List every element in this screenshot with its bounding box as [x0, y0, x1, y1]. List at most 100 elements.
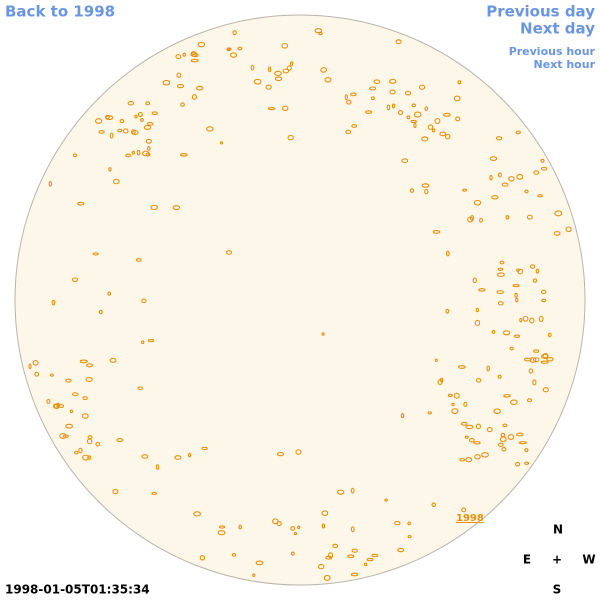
spot [386, 104, 391, 111]
spot [432, 229, 441, 234]
spot [191, 94, 198, 100]
spot [404, 90, 412, 96]
spot [486, 427, 493, 433]
back-link[interactable]: Back to 1998 [5, 3, 115, 21]
spot [410, 119, 417, 124]
compass-west: W [582, 553, 595, 567]
spot [526, 214, 533, 220]
spot [434, 358, 438, 363]
previous-day-link[interactable]: Previous day [486, 3, 595, 21]
year-link[interactable]: 1998 [456, 513, 484, 524]
spot [87, 455, 92, 461]
spot [513, 334, 521, 338]
spot [155, 464, 160, 470]
spot [502, 330, 511, 336]
spot [195, 85, 204, 91]
spot [529, 317, 535, 324]
magnetic-regions [28, 28, 572, 581]
spot [473, 199, 482, 206]
spot [421, 183, 430, 188]
spot [419, 84, 426, 90]
spot [459, 458, 466, 462]
spot [475, 423, 481, 430]
spot [350, 92, 357, 97]
spot [295, 449, 302, 455]
spot [108, 167, 112, 172]
spot [565, 226, 572, 233]
spot [524, 189, 529, 194]
spot [462, 188, 468, 192]
spot [274, 76, 283, 82]
spot [464, 435, 469, 439]
spot [501, 447, 507, 452]
spot [131, 150, 136, 155]
spot [162, 79, 171, 86]
spot [407, 521, 411, 526]
spot [384, 498, 388, 502]
spot [328, 552, 334, 559]
spot [554, 210, 563, 217]
spot [350, 572, 359, 577]
spot [71, 392, 79, 397]
spot [519, 317, 523, 323]
spot [276, 521, 282, 527]
spot [489, 156, 498, 161]
spot [529, 264, 536, 269]
spot [514, 461, 521, 467]
spot [497, 267, 504, 271]
spot [336, 489, 345, 495]
spot [351, 124, 358, 128]
spot [193, 511, 201, 517]
spot [473, 441, 481, 445]
spot [281, 42, 289, 49]
spot [141, 340, 145, 345]
spot [116, 438, 124, 443]
spot [146, 146, 151, 151]
spot [373, 79, 381, 85]
spot [400, 413, 405, 419]
spot [59, 432, 67, 439]
spot [442, 112, 451, 117]
spot [52, 403, 59, 409]
spot [509, 346, 514, 351]
spot [465, 456, 473, 463]
spot [268, 66, 272, 73]
spot [495, 136, 503, 141]
spot [522, 315, 529, 322]
spot [176, 72, 182, 78]
next-day-link[interactable]: Next day [520, 20, 595, 38]
spot [489, 175, 493, 181]
next-hour-link[interactable]: Next hour [534, 58, 596, 71]
spot [526, 398, 533, 403]
spot [434, 118, 441, 124]
spot [82, 396, 88, 401]
spot [122, 128, 129, 134]
spot [474, 319, 481, 326]
spot [499, 260, 505, 265]
spot [518, 441, 527, 445]
spot [135, 258, 142, 262]
spot [282, 68, 290, 74]
spot [274, 70, 282, 76]
spot [136, 149, 141, 156]
spot [226, 250, 233, 255]
spot [421, 136, 429, 142]
spot [427, 411, 432, 415]
previous-hour-link[interactable]: Previous hour [509, 45, 596, 58]
spot [179, 153, 188, 157]
spot [431, 502, 437, 508]
compass-north: N [553, 523, 563, 537]
spot [151, 491, 158, 496]
spot [480, 452, 489, 458]
spot [321, 332, 325, 336]
spot [231, 552, 237, 557]
spot [514, 292, 518, 298]
spot [532, 278, 538, 283]
spot [413, 111, 422, 118]
spot [502, 423, 508, 428]
spot [197, 41, 206, 48]
spot [528, 368, 534, 374]
spot [540, 158, 545, 163]
spot [445, 308, 450, 314]
